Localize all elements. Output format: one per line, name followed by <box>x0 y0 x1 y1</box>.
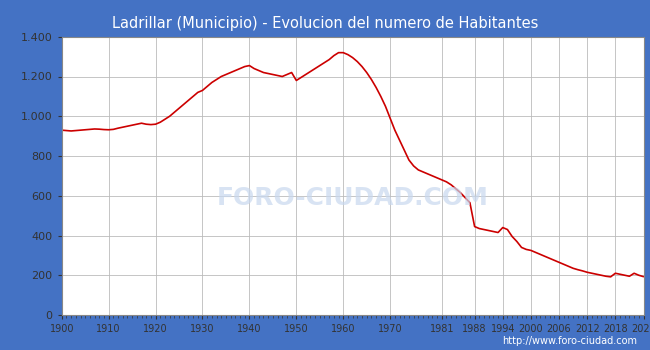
Text: FORO-CIUDAD.COM: FORO-CIUDAD.COM <box>216 186 489 210</box>
Text: Ladrillar (Municipio) - Evolucion del numero de Habitantes: Ladrillar (Municipio) - Evolucion del nu… <box>112 16 538 31</box>
Text: http://www.foro-ciudad.com: http://www.foro-ciudad.com <box>502 336 637 346</box>
